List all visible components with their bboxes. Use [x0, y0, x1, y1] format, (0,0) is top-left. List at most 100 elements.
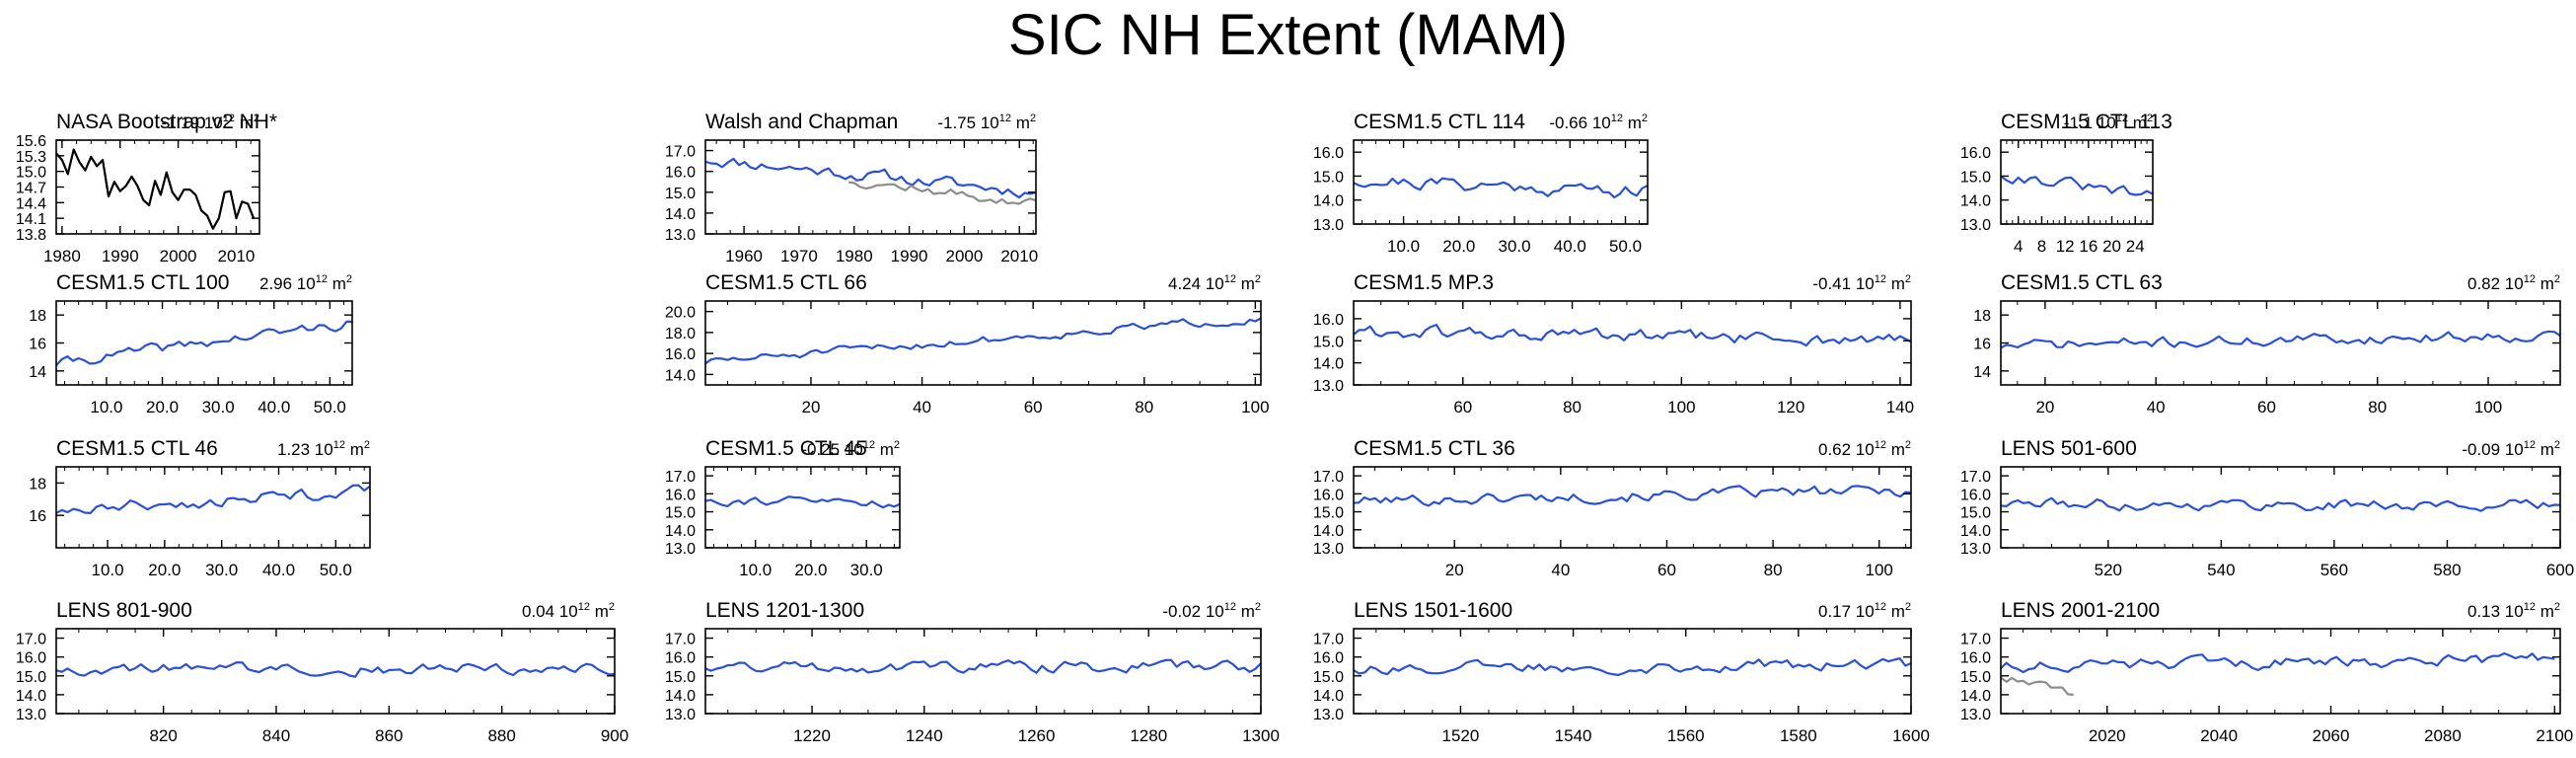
- x-tick-label-ctl63: 100: [2474, 398, 2502, 417]
- trend-label-ctl100: 2.96 1012 m2: [259, 273, 352, 293]
- trend-label-mp3: -0.41 1012 m2: [1812, 273, 1911, 293]
- y-tick-label-lens1501: 17.0: [1313, 632, 1344, 648]
- y-tick-label-lens1201: 17.0: [665, 632, 696, 648]
- x-tick-label-lens2001: 2100: [2536, 726, 2573, 745]
- plot-frame-lens801: [55, 628, 616, 715]
- panel-title-ctl114: CESM1.5 CTL 114: [1354, 111, 1525, 133]
- y-tick-label-walsh: 14.0: [665, 206, 696, 223]
- plot-frame-ctl46: [55, 466, 371, 549]
- x-tick-label-lens1501: 1600: [1892, 726, 1930, 745]
- y-tick-label-ctl36: 14.0: [1313, 523, 1344, 540]
- trend-label-ctl66: 4.24 1012 m2: [1168, 273, 1261, 293]
- x-tick-label-mp3: 100: [1667, 398, 1695, 417]
- x-tick-label-lens501: 580: [2433, 561, 2461, 579]
- y-tick-label-ctl36: 17.0: [1313, 469, 1344, 486]
- y-tick-label-lens1501: 16.0: [1313, 650, 1344, 667]
- y-tick-label-ctl113: 15.0: [1960, 169, 1991, 186]
- y-tick-label-ctl46: 18: [29, 476, 46, 493]
- trend-label-lens1201: -0.02 1012 m2: [1162, 601, 1261, 621]
- y-tick-label-ctl45: 16.0: [665, 487, 696, 503]
- plot-frame-lens1201: [704, 628, 1262, 715]
- x-tick-label-ctl66: 60: [1024, 398, 1043, 417]
- panel-title-ctl63: CESM1.5 CTL 63: [2001, 271, 2163, 294]
- trend-label-walsh: -1.75 1012 m2: [937, 113, 1036, 132]
- y-tick-label-nasa: 14.4: [16, 195, 46, 212]
- y-tick-label-ctl63: 18: [1973, 308, 1991, 325]
- x-tick-label-lens2001: 2060: [2313, 726, 2350, 745]
- y-tick-label-lens1201: 14.0: [665, 688, 696, 705]
- x-tick-label-mp3: 60: [1453, 398, 1472, 417]
- x-tick-label-ctl114: 50.0: [1609, 237, 1642, 256]
- series-line-mp3-0: [1353, 324, 1912, 347]
- x-tick-label-ctl113: 12: [2056, 237, 2075, 256]
- x-tick-label-ctl36: 100: [1866, 561, 1893, 579]
- x-tick-label-ctl114: 10.0: [1387, 237, 1420, 256]
- x-tick-label-ctl46: 20.0: [148, 561, 181, 579]
- trend-label-lens2001: 0.13 1012 m2: [2467, 601, 2560, 621]
- series-line-ctl114-0: [1353, 177, 1649, 199]
- panel-title-ctl100: CESM1.5 CTL 100: [56, 271, 229, 294]
- plot-frame-lens1501: [1353, 628, 1912, 715]
- trend-label-lens1501: 0.17 1012 m2: [1818, 601, 1911, 621]
- series-line-ctl63-0: [2000, 330, 2561, 349]
- x-tick-label-ctl113: 8: [2037, 237, 2046, 256]
- y-tick-label-ctl66: 20.0: [665, 305, 696, 322]
- series-line-lens501-0: [2000, 496, 2561, 512]
- chart-panel-ctl63: 20 40 60 80 100 14 16 18 CESM1.5 CTL 63 0.82 1012…: [1973, 271, 2561, 417]
- x-tick-label-ctl45: 10.0: [739, 561, 772, 579]
- trend-label-nasa: -1.19 1012 m2: [161, 113, 259, 132]
- y-tick-label-ctl114: 15.0: [1313, 169, 1344, 186]
- x-tick-label-ctl66: 100: [1241, 398, 1269, 417]
- x-tick-label-lens1201: 1260: [1018, 726, 1056, 745]
- panel-title-nasa: NASA Bootstrap v2 NH*: [56, 111, 277, 133]
- y-tick-label-lens801: 14.0: [16, 688, 46, 705]
- series-line-walsh-0: [704, 157, 1037, 199]
- trend-label-lens801: 0.04 1012 m2: [522, 601, 615, 621]
- x-tick-label-lens2001: 2020: [2089, 726, 2126, 745]
- y-tick-label-ctl45: 13.0: [665, 541, 696, 558]
- series-line-nasa-0: [55, 148, 256, 230]
- x-tick-label-ctl100: 50.0: [314, 398, 346, 417]
- y-tick-label-ctl114: 13.0: [1313, 217, 1344, 234]
- y-tick-label-lens1201: 16.0: [665, 650, 696, 667]
- y-tick-label-ctl66: 16.0: [665, 346, 696, 363]
- plot-frame-ctl66: [704, 300, 1262, 386]
- y-tick-label-lens501: 17.0: [1960, 469, 1991, 486]
- x-tick-label-ctl100: 40.0: [258, 398, 290, 417]
- x-tick-label-walsh: 1970: [780, 247, 818, 265]
- chart-panel-lens1201: 1220 1240 1260 1280 1300 13.0 14.0 15.0 16.0 17.0…: [665, 599, 1280, 745]
- y-tick-label-lens2001: 13.0: [1960, 707, 1991, 723]
- panel-title-lens501: LENS 501-600: [2001, 437, 2137, 460]
- y-tick-label-nasa: 13.8: [16, 227, 46, 244]
- panel-title-ctl36: CESM1.5 CTL 36: [1354, 437, 1515, 460]
- panel-title-walsh: Walsh and Chapman: [705, 111, 898, 133]
- trend-label-ctl63: 0.82 1012 m2: [2467, 273, 2560, 293]
- x-tick-label-lens801: 860: [375, 726, 403, 745]
- x-tick-label-ctl66: 40: [913, 398, 931, 417]
- x-tick-label-ctl114: 30.0: [1499, 237, 1531, 256]
- panel-title-mp3: CESM1.5 MP.3: [1354, 271, 1494, 294]
- x-tick-label-ctl113: 20: [2102, 237, 2121, 256]
- y-tick-label-lens501: 14.0: [1960, 523, 1991, 540]
- y-tick-label-lens501: 16.0: [1960, 487, 1991, 503]
- x-tick-label-lens1201: 1300: [1242, 726, 1280, 745]
- y-tick-label-ctl63: 16: [1973, 337, 1991, 353]
- panel-title-ctl45: CESM1.5 CTL 45: [705, 437, 867, 460]
- x-tick-label-walsh: 1960: [725, 247, 763, 265]
- x-tick-label-ctl66: 80: [1135, 398, 1153, 417]
- x-tick-label-ctl63: 60: [2257, 398, 2276, 417]
- y-tick-label-lens801: 17.0: [16, 632, 46, 648]
- x-tick-label-mp3: 120: [1777, 398, 1804, 417]
- series-line-lens2001-1: [2000, 676, 2074, 696]
- y-tick-label-ctl100: 16: [29, 337, 46, 353]
- chart-panel-ctl114: 10.0 20.0 30.0 40.0 50.0 13.0 14.0 15.0 16.0 CESM…: [1313, 111, 1649, 256]
- x-tick-label-ctl66: 20: [802, 398, 821, 417]
- y-tick-label-mp3: 13.0: [1313, 378, 1344, 395]
- x-tick-label-walsh: 1990: [891, 247, 928, 265]
- y-tick-label-lens2001: 16.0: [1960, 650, 1991, 667]
- series-line-ctl45-0: [704, 495, 901, 509]
- x-tick-label-ctl45: 30.0: [850, 561, 883, 579]
- y-tick-label-nasa: 15.0: [16, 165, 46, 182]
- series-line-lens2001-0: [2000, 651, 2555, 674]
- series-line-ctl66-0: [704, 317, 1262, 365]
